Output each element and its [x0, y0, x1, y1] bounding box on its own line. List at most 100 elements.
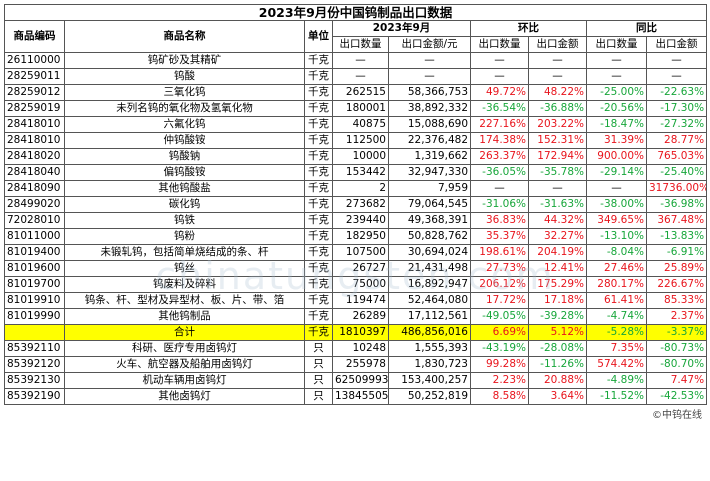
cell-code: 28418010 [4, 116, 65, 133]
total-row: 合计 千克 1810397 486,856,016 6.69% 5.12% -5.28% -3… [4, 324, 708, 341]
cell-mom-qty: -31.06% [470, 196, 529, 213]
table-row: 28418010 六氟化钨 千克 40875 15,088,690 227.16% 203.… [4, 116, 708, 133]
cell-mom-qty: 49.72% [470, 84, 529, 101]
cell-name: 钨酸钠 [64, 148, 305, 165]
cell-export-amount: 38,892,332 [388, 100, 471, 117]
cell-code: 85392130 [4, 372, 65, 389]
table-row: 28259011 钨酸 千克 — — — — — — [4, 68, 708, 85]
cell-name: 钨粉 [64, 228, 305, 245]
cell-mom-amount: 20.88% [528, 372, 587, 389]
cell-mom-qty: 35.37% [470, 228, 529, 245]
cell-export-qty: 10248 [332, 340, 389, 357]
cell-yoy-qty: -5.28% [586, 324, 647, 341]
cell-export-qty: 75000 [332, 276, 389, 293]
cell-mom-qty: 27.73% [470, 260, 529, 277]
table-row: 81019910 钨条、杆、型材及异型材、板、片、带、箔 千克 119474 52,46… [4, 292, 708, 309]
cell-mom-amount: 32.27% [528, 228, 587, 245]
cell-code: 81019910 [4, 292, 65, 309]
cell-code: 81011000 [4, 228, 65, 245]
cell-unit: 只 [304, 372, 333, 389]
cell-export-qty: 182950 [332, 228, 389, 245]
cell-unit: 千克 [304, 116, 333, 133]
cell-export-qty: 255978 [332, 356, 389, 373]
cell-mom-amount: 44.32% [528, 212, 587, 229]
header-mom-amount: 出口金额 [528, 36, 587, 53]
cell-unit: 千克 [304, 276, 333, 293]
cell-yoy-amount: -22.63% [645, 84, 708, 101]
cell-name: 科研、医疗专用卤钨灯 [64, 340, 305, 357]
cell-code: 85392190 [4, 388, 65, 405]
cell-export-amount: 1,555,393 [388, 340, 471, 357]
cell-name: 钨丝 [64, 260, 305, 277]
cell-yoy-amount: 765.03% [645, 148, 708, 165]
cell-code: 72028010 [4, 212, 65, 229]
cell-export-qty: 10000 [332, 148, 389, 165]
table-row: 85392190 其他卤钨灯只 13845505 50,252,819 8.58% 3.6… [4, 388, 708, 405]
cell-yoy-amount: -27.32% [645, 116, 708, 133]
cell-name: 钨条、杆、型材及异型材、板、片、带、箔 [64, 292, 305, 309]
cell-yoy-amount: -17.30% [645, 100, 708, 117]
cell-mom-amount: — [528, 180, 587, 197]
cell-unit: 只 [304, 356, 333, 373]
export-table: 2023年9月份中国钨制品出口数据 商品编码 商品名称 单位 2023年9月 环… [3, 4, 708, 405]
cell-export-amount: 15,088,690 [388, 116, 471, 133]
header-yoy-qty: 出口数量 [586, 36, 647, 53]
cell-unit: 千克 [304, 324, 333, 341]
table-row: 85392130 机动车辆用卤钨灯只 62509993 153,400,257 2.23… [4, 372, 708, 389]
cell-yoy-qty: 61.41% [586, 292, 647, 309]
cell-unit: 千克 [304, 196, 333, 213]
cell-name: 火车、航空器及船舶用卤钨灯 [64, 356, 305, 373]
table-row: 85392110 科研、医疗专用卤钨灯只 10248 1,555,393 -43.19%… [4, 340, 708, 357]
cell-export-amount: 50,252,819 [388, 388, 471, 405]
cell-yoy-qty: -18.47% [586, 116, 647, 133]
cell-mom-amount: 17.18% [528, 292, 587, 309]
cell-code: 81019990 [4, 308, 65, 325]
cell-mom-amount: 172.94% [528, 148, 587, 165]
cell-yoy-amount: — [645, 68, 708, 85]
cell-unit: 千克 [304, 292, 333, 309]
cell-export-qty: 2 [332, 180, 389, 197]
table-row: 81019400 未锻轧钨，包括简单烧结成的条、杆 千克 107500 30,694,0… [4, 244, 708, 261]
cell-yoy-qty: — [586, 180, 647, 197]
cell-export-amount: 49,368,391 [388, 212, 471, 229]
cell-mom-qty: 8.58% [470, 388, 529, 405]
cell-yoy-qty: 900.00% [586, 148, 647, 165]
cell-mom-amount: 3.64% [528, 388, 587, 405]
cell-code: 28418010 [4, 132, 65, 149]
cell-yoy-amount: 2.37% [645, 308, 708, 325]
cell-export-amount: 1,830,723 [388, 356, 471, 373]
cell-unit: 千克 [304, 212, 333, 229]
cell-yoy-amount: — [645, 52, 708, 69]
cell-yoy-amount: 31736.00% [645, 180, 708, 197]
cell-name: 钨酸 [64, 68, 305, 85]
cell-code: 28499020 [4, 196, 65, 213]
cell-yoy-qty: -8.04% [586, 244, 647, 261]
cell-mom-qty: — [470, 52, 529, 69]
cell-name: 仲钨酸铵 [64, 132, 305, 149]
cell-mom-qty: 17.72% [470, 292, 529, 309]
cell-mom-amount: 203.22% [528, 116, 587, 133]
cell-yoy-amount: -80.70% [645, 356, 708, 373]
cell-unit: 千克 [304, 132, 333, 149]
cell-mom-amount: -31.63% [528, 196, 587, 213]
cell-export-qty: 1810397 [332, 324, 389, 341]
cell-export-amount: 16,892,947 [388, 276, 471, 293]
cell-yoy-amount: -42.53% [645, 388, 708, 405]
cell-name: 合计 [64, 324, 305, 341]
cell-mom-qty: 174.38% [470, 132, 529, 149]
cell-mom-qty: -36.05% [470, 164, 529, 181]
cell-export-amount: 1,319,662 [388, 148, 471, 165]
header-mom-qty: 出口数量 [470, 36, 529, 53]
cell-name: 其他卤钨灯 [64, 388, 305, 405]
cell-name: 三氧化钨 [64, 84, 305, 101]
cell-export-amount: — [388, 68, 471, 85]
cell-mom-qty: -49.05% [470, 308, 529, 325]
cell-yoy-amount: -3.37% [645, 324, 708, 341]
cell-export-amount: 21,431,498 [388, 260, 471, 277]
cell-mom-amount: -39.28% [528, 308, 587, 325]
cell-yoy-qty: — [586, 52, 647, 69]
cell-mom-amount: 175.29% [528, 276, 587, 293]
cell-unit: 只 [304, 388, 333, 405]
cell-unit: 千克 [304, 148, 333, 165]
table-row: 28259012 三氧化钨 千克 262515 58,366,753 49.72% 48.2… [4, 84, 708, 101]
